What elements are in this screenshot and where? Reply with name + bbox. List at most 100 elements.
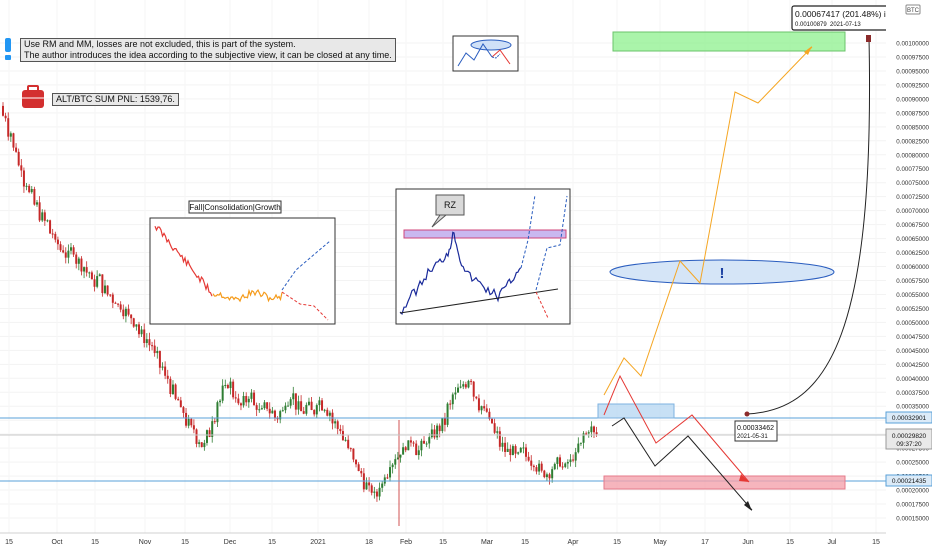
candle-body: [179, 400, 182, 408]
candle-body: [54, 233, 57, 240]
candle-body: [219, 400, 222, 403]
candle-body: [164, 366, 167, 376]
candle-body: [59, 244, 62, 251]
target-callout-change: 0.00067417 (201.48%) in 43d: [795, 9, 907, 19]
candle-body: [593, 426, 595, 433]
candle-body: [493, 423, 496, 433]
candle-body: [378, 487, 381, 497]
x-tick-label: 15: [521, 539, 529, 546]
inset-rz[interactable]: RZ: [395, 188, 571, 325]
candle-body: [75, 254, 78, 264]
entry-zone[interactable]: [597, 403, 675, 419]
inset2-trendline: [399, 288, 559, 314]
measure-curve[interactable]: [746, 37, 871, 415]
candle-body: [548, 474, 551, 479]
candle-body: [404, 447, 407, 451]
candle-body: [504, 442, 507, 452]
candle-body: [339, 428, 342, 432]
ellipse-mark: !: [720, 265, 725, 282]
candle-body: [514, 446, 517, 454]
candle-body: [389, 467, 392, 478]
candle-body: [221, 385, 224, 401]
price-axis-labels: 0.00100000 0.00097500 0.00095000 0.00092500…: [896, 41, 929, 523]
candle-body: [4, 115, 7, 119]
inset-fall-consolidation-growth[interactable]: Fall|Consolidation|Growth: [149, 200, 336, 325]
time-axis[interactable]: [0, 533, 932, 550]
y-tick-label: 0.00040000: [896, 376, 929, 383]
inset2-up-path-2: [535, 195, 568, 291]
y-tick-label: 0.00090000: [896, 96, 929, 103]
y-tick-label: 0.00055000: [896, 292, 929, 299]
inset1-title: Fall|Consolidation|Growth: [189, 203, 280, 212]
candle-body: [423, 440, 426, 444]
x-tick-label: Jul: [828, 539, 837, 546]
target-callout-date: 2021-07-13: [830, 22, 861, 28]
candle-body: [336, 421, 339, 429]
candle-body: [258, 409, 261, 411]
candle-body: [475, 396, 478, 399]
candle-body: [103, 285, 106, 294]
candle-body: [281, 410, 284, 412]
candle-body: [540, 463, 543, 471]
highlight-ellipse[interactable]: [609, 259, 835, 285]
y-tick-label: 0.00085000: [896, 124, 929, 131]
candle-body: [483, 406, 486, 409]
candle-body: [498, 431, 501, 447]
candle-body: [101, 274, 104, 294]
y-tick-label: 0.00072500: [896, 194, 929, 201]
candle-body: [132, 318, 135, 327]
x-tick-label: 15: [268, 539, 276, 546]
projection-black-arrowhead: [744, 501, 752, 511]
time-axis-labels: 15 Oct 15 Nov 15 Dec 15 2021 18 Feb 15 Mar 15 Apr 15 Ma…: [5, 539, 880, 546]
candle-body: [229, 381, 232, 389]
candle-body: [83, 267, 86, 272]
briefcase-icon: [22, 85, 44, 108]
y-tick-label: 0.00075000: [896, 180, 929, 187]
x-tick-label: 15: [872, 539, 880, 546]
x-tick-label: Mar: [481, 539, 494, 546]
candle-body: [511, 446, 514, 456]
candle-body: [454, 392, 457, 395]
candle-body: [67, 250, 70, 258]
start-callout[interactable]: [734, 420, 778, 442]
y-tick-label: 0.00037500: [896, 390, 929, 397]
candle-body: [117, 303, 120, 305]
pnl-text: ALT/BTC SUM PNL: 1539,76.: [56, 94, 175, 104]
x-tick-label: 17: [701, 539, 709, 546]
price-tag-lower-support-text: 0.00021435: [892, 478, 927, 485]
candle-body: [38, 202, 41, 221]
inset-mini-idea-icon[interactable]: [452, 35, 519, 72]
candle-body: [415, 443, 418, 456]
candle-body: [545, 474, 548, 478]
measure-end-point[interactable]: [866, 35, 871, 42]
candle-body: [208, 430, 211, 437]
projection-orange[interactable]: [603, 46, 813, 396]
measure-start-point[interactable]: [744, 411, 750, 417]
candle-body: [143, 329, 146, 343]
candle-body: [302, 411, 305, 414]
stop-zone[interactable]: [603, 475, 846, 490]
candle-body: [88, 272, 91, 274]
candle-body: [425, 443, 428, 445]
candle-body: [135, 324, 138, 327]
candle-body: [383, 477, 386, 484]
candle-body: [198, 442, 201, 444]
candle-body: [509, 448, 512, 456]
candle-body: [177, 398, 180, 401]
candle-body: [156, 351, 159, 354]
candle-body: [287, 405, 290, 407]
inset1-growth-path: [281, 240, 331, 291]
x-tick-label: 18: [365, 539, 373, 546]
x-tick-label: Dec: [224, 539, 237, 546]
projection-black[interactable]: [611, 417, 753, 511]
projection-red[interactable]: [603, 374, 750, 483]
candle-body: [328, 412, 331, 416]
candle-body: [501, 442, 504, 447]
target-zone[interactable]: [612, 31, 846, 52]
candle-body: [153, 345, 156, 354]
candle-body: [85, 267, 88, 273]
candle-body: [561, 466, 564, 468]
inset2-label: RZ: [444, 200, 456, 210]
candle-body: [519, 447, 522, 453]
